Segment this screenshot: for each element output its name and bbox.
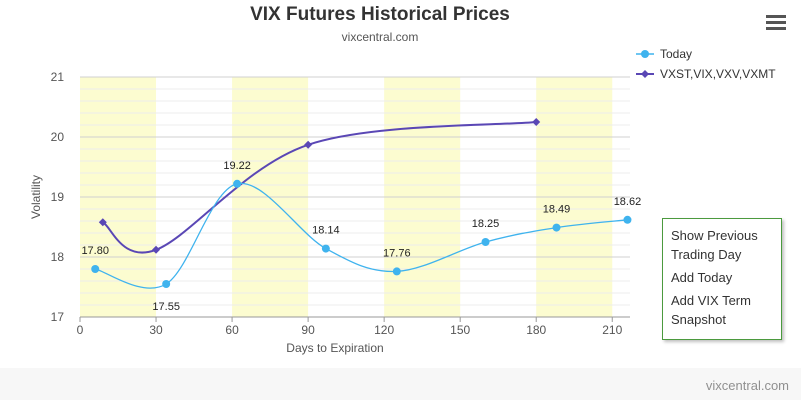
series-term-point <box>152 245 161 254</box>
legend-today-symbol <box>636 50 654 58</box>
data-label: 19.22 <box>223 160 251 172</box>
x-tick-label: 150 <box>450 323 470 337</box>
hamburger-menu-icon[interactable] <box>764 12 788 34</box>
legend-item-today[interactable]: Today <box>636 44 776 64</box>
series-today-point <box>481 238 490 246</box>
legend-today-label: Today <box>660 47 693 61</box>
x-tick-label: 30 <box>149 323 163 337</box>
series-today-point <box>392 267 401 276</box>
legend-item-term[interactable]: VXST,VIX,VXV,VXMT <box>636 64 776 84</box>
x-tick-label: 210 <box>602 323 622 337</box>
data-label: 17.55 <box>152 301 180 313</box>
x-tick-label: 0 <box>77 323 84 337</box>
series-today-point <box>162 280 171 288</box>
x-tick-label: 120 <box>374 323 394 337</box>
y-tick-label: 18 <box>51 250 65 264</box>
credit-link[interactable]: vixcentral.com <box>705 378 789 393</box>
data-label: 17.80 <box>81 245 109 257</box>
legend-term-symbol <box>636 70 654 78</box>
series-term-point <box>532 118 541 126</box>
chart-title: VIX Futures Historical Prices <box>250 4 510 25</box>
series-today-point <box>91 265 100 273</box>
series-term-line <box>102 121 537 254</box>
data-label: 18.25 <box>472 218 500 230</box>
menu-item-add-today[interactable]: Add Today <box>671 270 733 285</box>
y-tick-label: 20 <box>51 130 65 144</box>
data-label: 18.14 <box>312 225 340 237</box>
data-label: 18.62 <box>614 196 642 208</box>
y-tick-label: 21 <box>51 70 65 84</box>
series-today-point <box>233 179 242 188</box>
x-tick-label: 180 <box>526 323 546 337</box>
series-today-line <box>95 182 628 289</box>
menu-bar <box>766 15 786 18</box>
legend-term-label: VXST,VIX,VXV,VXMT <box>660 67 776 81</box>
x-tick-label: 90 <box>301 323 315 337</box>
data-label: 17.76 <box>383 247 411 259</box>
legend: Today VXST,VIX,VXV,VXMT <box>636 44 776 84</box>
menu-item-show-previous-day[interactable]: Show Previous Trading Day <box>671 228 758 262</box>
y-axis-title: Volatility <box>29 175 43 219</box>
menu-item-add-vix-term-snapshot[interactable]: Add VIX Term Snapshot <box>671 293 751 327</box>
chart-subtitle: vixcentral.com <box>341 30 419 44</box>
series-today-point <box>321 244 330 253</box>
menu-bar <box>766 27 786 30</box>
y-tick-label: 19 <box>51 190 65 204</box>
menu-bar <box>766 21 786 24</box>
footer-band <box>0 368 801 400</box>
x-tick-label: 60 <box>225 323 239 337</box>
x-axis-title: Days to Expiration <box>286 341 383 355</box>
series-today-point <box>623 215 632 224</box>
data-label: 18.49 <box>543 204 571 216</box>
context-menu: Show Previous Trading Day Add Today Add … <box>662 218 782 340</box>
y-tick-label: 17 <box>51 310 65 324</box>
series-today-point <box>552 223 561 232</box>
series-term-point <box>98 218 107 227</box>
series-term-point <box>304 140 313 149</box>
